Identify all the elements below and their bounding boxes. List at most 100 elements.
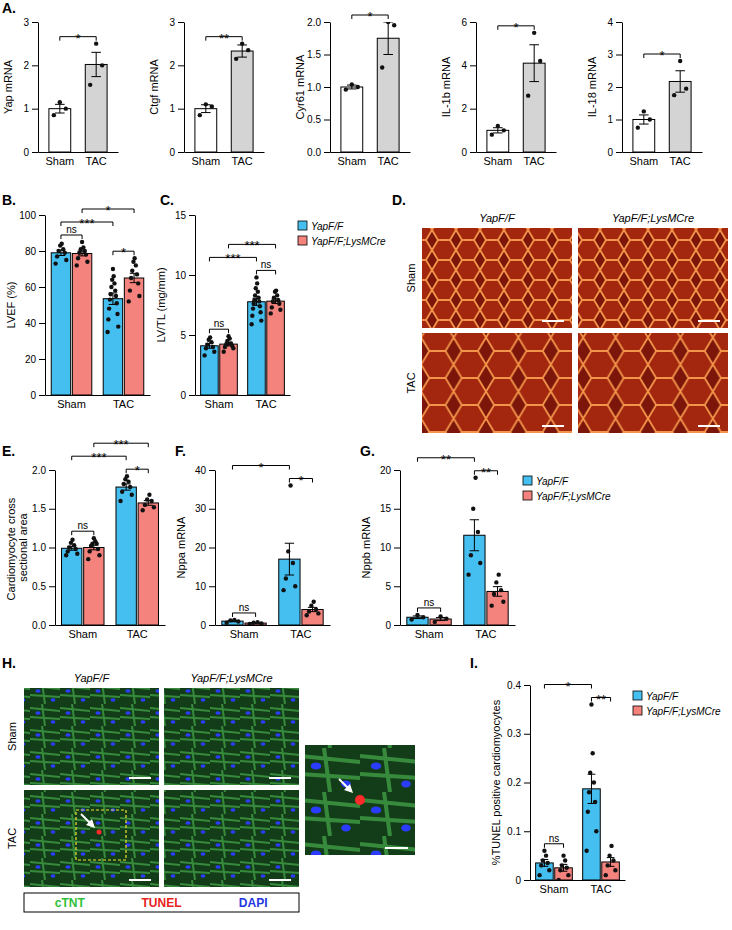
- x-tick: TAC: [290, 628, 311, 640]
- y-tick-mark: [324, 22, 330, 23]
- y-tick-label: 2: [169, 60, 175, 71]
- y-tick-label: 10: [175, 270, 187, 281]
- legend: YapF/FYapF/F;LysMCre: [298, 221, 386, 247]
- data-point: [380, 65, 384, 69]
- data-point: [135, 272, 139, 276]
- image-panel: H.YapF/FYapF/F;LysMCreShamTACcTNTTUNELDA…: [2, 655, 415, 912]
- y-tick: 100: [19, 210, 45, 221]
- y-tick-mark: [616, 120, 622, 121]
- data-point: [593, 800, 597, 804]
- y-axis-label: Yap mRNA: [2, 59, 14, 114]
- y-tick-label: 1.0: [307, 82, 321, 93]
- y-tick-label: 0: [200, 620, 206, 631]
- y-axis-line: [215, 471, 216, 626]
- y-tick: 5: [180, 330, 195, 341]
- data-point: [604, 873, 608, 877]
- y-tick-mark: [616, 152, 622, 153]
- data-point: [588, 771, 592, 775]
- y-tick: 0: [30, 390, 45, 401]
- bar: [84, 548, 104, 626]
- x-tick: Sham: [57, 398, 86, 410]
- y-tick-mark: [39, 215, 45, 216]
- y-axis: 020406080100: [19, 210, 45, 401]
- y-tick-label: 20: [195, 542, 207, 553]
- y-axis-line: [530, 686, 531, 881]
- data-point: [586, 810, 590, 814]
- y-tick-label: 15: [380, 503, 392, 514]
- y-tick-mark: [524, 831, 530, 832]
- y-tick-mark: [324, 55, 330, 56]
- significance-bracket: [61, 235, 82, 239]
- x-tick-label: TAC: [378, 155, 399, 167]
- data-point: [211, 345, 215, 349]
- x-tick: Sham: [629, 155, 658, 167]
- y-tick-mark: [524, 783, 530, 784]
- data-point: [496, 572, 500, 576]
- significance-label: *: [565, 679, 570, 694]
- plot-marks: [341, 22, 399, 152]
- data-point: [473, 476, 477, 480]
- x-tick: TAC: [255, 398, 276, 410]
- y-tick: 15: [175, 210, 195, 221]
- data-point: [66, 549, 70, 553]
- legend-swatch: [298, 236, 307, 245]
- error-bar: [383, 22, 393, 55]
- data-point: [544, 853, 548, 857]
- y-tick-label: 15: [175, 210, 187, 221]
- data-point: [115, 301, 119, 305]
- y-tick: 0: [515, 875, 530, 886]
- x-axis-line: [216, 625, 331, 626]
- micrograph: [578, 333, 728, 433]
- y-tick-mark: [178, 152, 184, 153]
- data-point: [210, 104, 214, 108]
- x-tick-label: Sham: [337, 155, 366, 167]
- y-tick: 4: [607, 17, 622, 28]
- data-point: [105, 330, 109, 334]
- y-tick-mark: [394, 509, 400, 510]
- error-bar: [675, 71, 685, 92]
- data-point: [252, 298, 256, 302]
- x-tick: TAC: [232, 155, 253, 167]
- data-point: [526, 93, 530, 97]
- legend-label: YapF/F;LysMCre: [646, 706, 721, 717]
- error-bar: [55, 104, 65, 113]
- y-tick-mark: [32, 152, 38, 153]
- x-axis: ShamTAC: [401, 626, 516, 640]
- x-tick-label: Sham: [230, 628, 259, 640]
- plot-marks: [222, 483, 323, 625]
- x-axis-line: [46, 395, 151, 396]
- y-tick-label: 10: [195, 581, 207, 592]
- y-axis-label: LV/TL (mg/mm): [155, 267, 167, 342]
- significance-label: ns: [261, 259, 272, 270]
- arrow-head: [344, 784, 353, 793]
- data-point: [134, 263, 138, 267]
- y-tick-mark: [178, 109, 184, 110]
- significance-label: ns: [77, 520, 88, 531]
- y-tick-mark: [189, 215, 195, 216]
- y-tick-label: 20: [380, 465, 392, 476]
- y-tick-label: 4: [607, 17, 613, 28]
- significance-label: *: [135, 463, 140, 478]
- significance-label: *: [298, 473, 303, 488]
- y-tick-label: 3: [607, 49, 613, 60]
- significance-label: ns: [214, 318, 225, 329]
- data-point: [229, 341, 233, 345]
- y-tick-label: 0: [30, 390, 36, 401]
- y-tick: 0.5: [32, 581, 55, 592]
- data-point: [258, 310, 262, 314]
- error-bar: [91, 52, 101, 76]
- tunel-nucleus: [97, 830, 102, 835]
- data-point: [96, 547, 100, 551]
- y-axis-label: Cyr61 mRNA: [294, 54, 306, 119]
- data-point: [61, 247, 65, 251]
- data-point: [136, 281, 140, 285]
- data-point: [116, 324, 120, 328]
- data-point: [108, 297, 112, 301]
- significance-label: ***: [225, 251, 240, 266]
- x-axis: ShamTAC: [196, 396, 291, 410]
- y-tick-mark: [189, 335, 195, 336]
- y-tick-mark: [524, 880, 530, 881]
- data-point: [478, 561, 482, 565]
- y-tick: 20: [25, 354, 45, 365]
- scale-bar: [385, 847, 408, 849]
